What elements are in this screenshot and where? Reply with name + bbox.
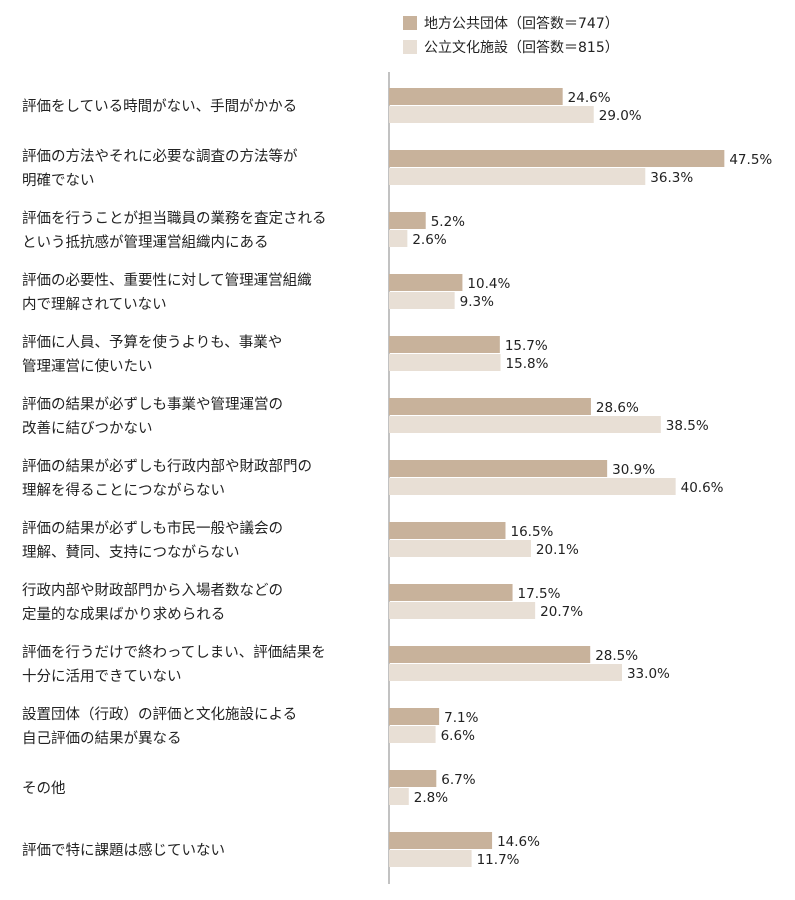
category-label: 管理運営に使いたい	[22, 358, 153, 375]
category-label: 理解を得ることにつながらない	[22, 482, 225, 499]
bar-series-2	[389, 416, 661, 433]
bar-series-1	[389, 336, 500, 353]
bar-series-2	[389, 726, 436, 743]
legend-label-1: 地方公共団体（回答数＝747）	[424, 15, 619, 32]
bar-series-2	[389, 168, 646, 185]
category-label: 評価をしている時間がない、手間がかかる	[22, 98, 297, 115]
value-label-series-2: 20.1%	[536, 542, 579, 558]
bar-series-1	[389, 460, 608, 477]
bar-series-1	[389, 212, 426, 229]
category-label: 評価を行うだけで終わってしまい、評価結果を	[22, 644, 326, 661]
bar-series-2	[389, 540, 531, 557]
bar-series-2	[389, 788, 409, 805]
legend-swatch-1	[403, 16, 417, 30]
value-label-series-1: 6.7%	[441, 772, 475, 788]
bar-series-2	[389, 478, 676, 495]
bar-series-1	[389, 708, 440, 725]
bar-series-2	[389, 664, 622, 681]
category-label: という抵抗感が管理運営組織内にある	[22, 234, 269, 251]
category-label: 評価の方法やそれに必要な調査の方法等が	[22, 147, 298, 165]
bar-series-2	[389, 354, 501, 371]
bar-series-1	[389, 522, 506, 539]
bar-series-1	[389, 584, 513, 601]
category-label: 設置団体（行政）の評価と文化施設による	[22, 706, 297, 723]
value-label-series-1: 28.5%	[595, 648, 638, 664]
category-label: その他	[22, 780, 66, 797]
bars	[389, 88, 725, 867]
category-label: 評価を行うことが担当職員の業務を査定される	[22, 210, 327, 227]
category-label: 行政内部や財政部門から入場者数などの	[22, 582, 283, 599]
category-label: 理解、賛同、支持につながらない	[22, 544, 240, 561]
category-label: 内で理解されていない	[22, 296, 167, 313]
bar-series-2	[389, 292, 455, 309]
bar-series-1	[389, 274, 463, 291]
value-label-series-2: 11.7%	[477, 852, 520, 868]
category-label: 自己評価の結果が異なる	[22, 730, 182, 747]
value-label-series-1: 17.5%	[518, 586, 561, 602]
category-label: 十分に活用できていない	[22, 668, 182, 685]
bar-series-2	[389, 106, 594, 123]
bar-series-2	[389, 602, 536, 619]
value-labels: 24.6% 29.0% 47.5% 36.3% 5.2% 2.6% 10.4% 9.3% 15.…	[412, 90, 772, 868]
value-label-series-2: 33.0%	[627, 666, 670, 682]
value-label-series-1: 30.9%	[612, 462, 655, 478]
value-label-series-2: 2.8%	[414, 790, 448, 806]
category-label: 明確でない	[22, 172, 95, 189]
category-label: 評価に人員、予算を使うよりも、事業や	[22, 334, 282, 351]
legend-label-2: 公立文化施設（回答数＝815）	[424, 39, 619, 56]
legend: 地方公共団体（回答数＝747） 公立文化施設（回答数＝815）	[403, 15, 619, 56]
value-label-series-2: 29.0%	[599, 108, 642, 124]
category-labels: 評価をしている時間がない、手間がかかる評価の方法やそれに必要な調査の方法等が明確…	[22, 98, 327, 859]
category-label: 評価で特に課題は感じていない	[22, 842, 225, 859]
value-label-series-1: 24.6%	[568, 90, 611, 106]
category-label: 評価の結果が必ずしも行政内部や財政部門の	[22, 458, 312, 475]
value-label-series-1: 16.5%	[510, 524, 553, 540]
category-label: 改善に結びつかない	[22, 420, 153, 437]
value-label-series-1: 7.1%	[444, 710, 478, 726]
value-label-series-1: 15.7%	[505, 338, 548, 354]
bar-series-1	[389, 832, 493, 849]
value-label-series-1: 28.6%	[596, 400, 639, 416]
value-label-series-1: 10.4%	[467, 276, 510, 292]
bar-series-1	[389, 646, 591, 663]
value-label-series-1: 5.2%	[431, 214, 465, 230]
value-label-series-1: 14.6%	[497, 834, 540, 850]
bar-series-1	[389, 88, 563, 105]
value-label-series-2: 15.8%	[506, 356, 549, 372]
bar-series-1	[389, 150, 725, 167]
value-label-series-2: 2.6%	[412, 232, 446, 248]
value-label-series-2: 36.3%	[650, 170, 693, 186]
category-label: 評価の結果が必ずしも事業や管理運営の	[22, 396, 283, 413]
bar-series-2	[389, 850, 472, 867]
category-label: 定量的な成果ばかり求められる	[22, 606, 225, 623]
legend-swatch-2	[403, 40, 417, 54]
value-label-series-2: 40.6%	[681, 480, 724, 496]
value-label-series-2: 9.3%	[460, 294, 494, 310]
category-label: 評価の結果が必ずしも市民一般や議会の	[22, 519, 283, 537]
bar-series-1	[389, 398, 591, 415]
bar-series-1	[389, 770, 437, 787]
bar-series-2	[389, 230, 408, 247]
value-label-series-2: 6.6%	[441, 728, 475, 744]
category-label: 評価の必要性、重要性に対して管理運営組織	[22, 272, 312, 289]
value-label-series-2: 38.5%	[666, 418, 709, 434]
value-label-series-1: 47.5%	[729, 152, 772, 168]
value-label-series-2: 20.7%	[540, 604, 583, 620]
